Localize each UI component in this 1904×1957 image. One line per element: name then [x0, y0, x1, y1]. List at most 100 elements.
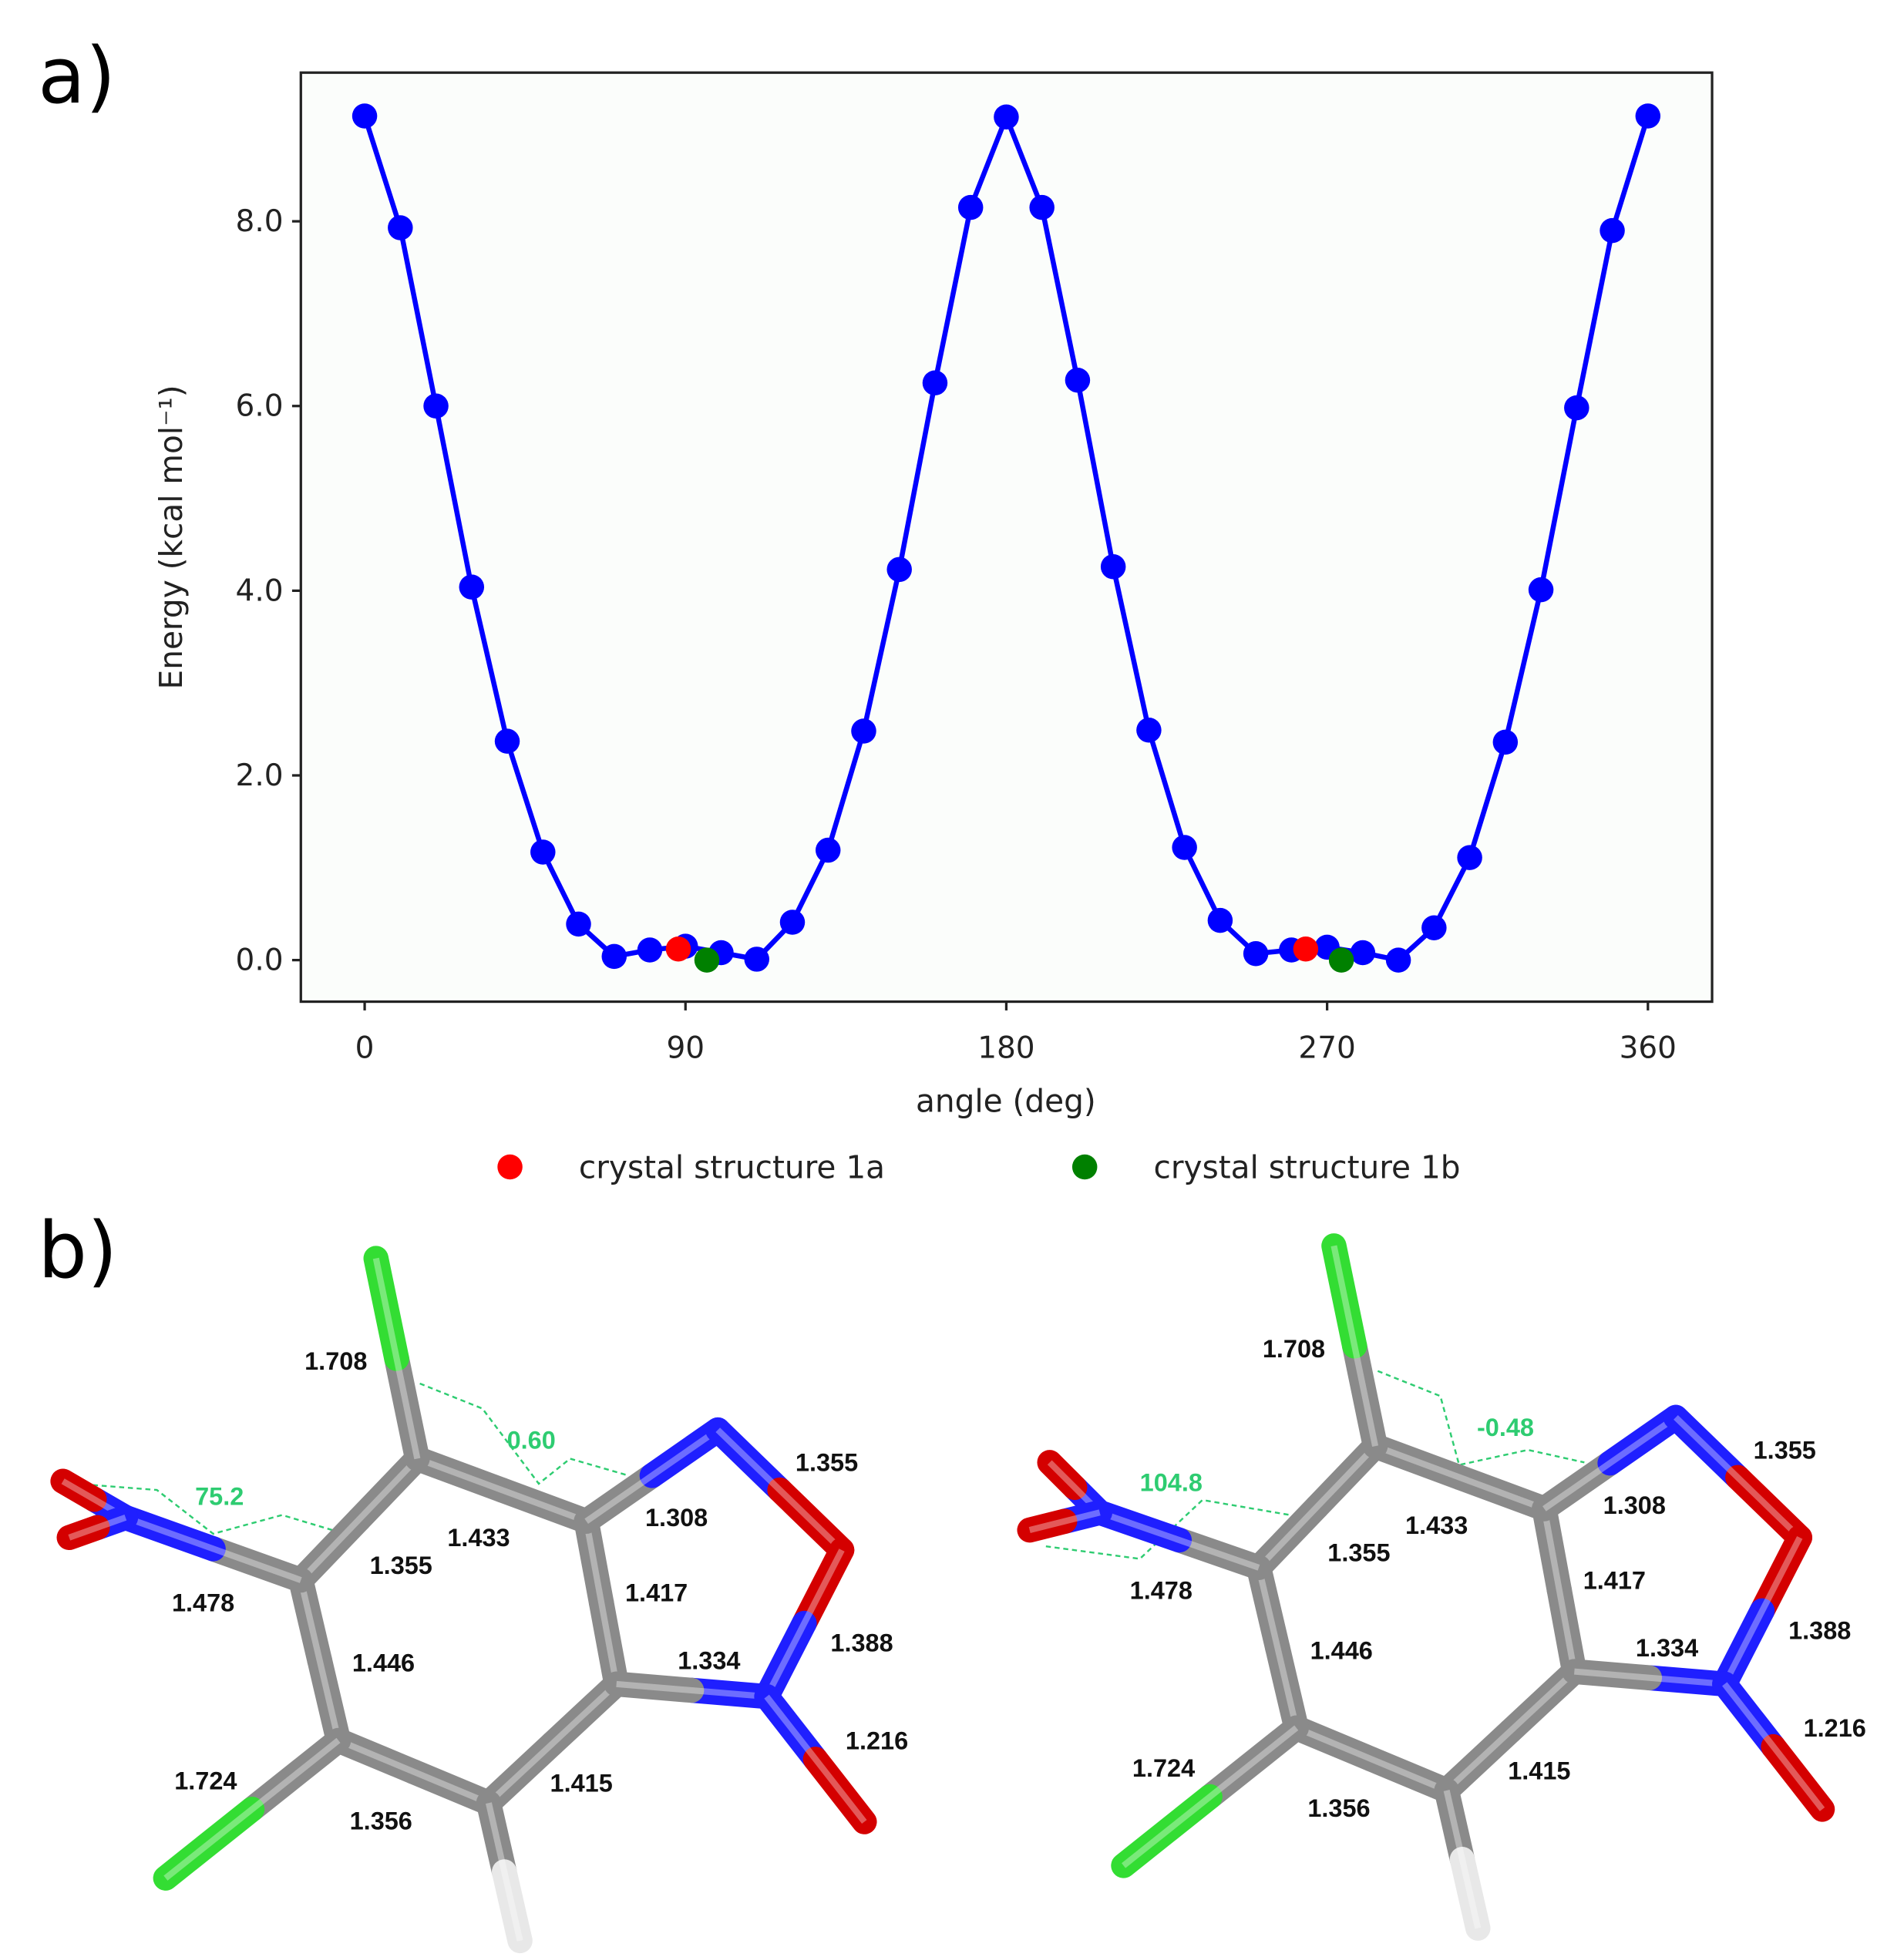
angle-guide: [1045, 1498, 1290, 1560]
legend-label: crystal structure 1b: [1154, 1149, 1461, 1186]
data-point: [1635, 103, 1661, 129]
data-point: [1528, 577, 1554, 603]
bond-half: [401, 1759, 502, 1816]
panel-label: b): [38, 1205, 117, 1296]
bond-length-label: 1.708: [1263, 1335, 1325, 1363]
bond-half: [1546, 1577, 1587, 1684]
bond-shine: [1542, 1414, 1678, 1511]
molecule: 1.708 1.355 1.355 1.433 1.308 1.417 1.478 1.446…: [1017, 1233, 1866, 1941]
bond-length-label: 1.356: [1307, 1794, 1370, 1822]
bond-half: [802, 1747, 877, 1834]
bond-shine: [1028, 1509, 1101, 1534]
y-tick-label: 6.0: [236, 389, 284, 424]
bond-length-label: 1.355: [370, 1552, 432, 1579]
bond-half: [1037, 1450, 1088, 1501]
data-point: [744, 947, 769, 972]
bond-length-label: 1.417: [1583, 1566, 1646, 1594]
data-point: [1457, 845, 1482, 870]
data-point: [530, 839, 556, 865]
bond-shine: [372, 1257, 421, 1460]
bond-half: [792, 1537, 855, 1636]
bond-shine: [1541, 1508, 1578, 1673]
legend-label: crystal structure 1a: [579, 1149, 885, 1186]
bond-length-label: 1.308: [1603, 1491, 1666, 1519]
data-point: [1065, 367, 1091, 393]
bond-shine: [298, 1456, 420, 1582]
bond-length-label: 1.334: [678, 1646, 740, 1674]
bond-half: [489, 1477, 599, 1534]
angle-guide: [1377, 1370, 1585, 1467]
bond-half: [574, 1508, 614, 1616]
bond-half: [588, 1590, 629, 1697]
bond-half: [1761, 1733, 1835, 1822]
bond-length-label: 1.478: [172, 1589, 234, 1617]
x-tick-label: 0: [355, 1031, 375, 1066]
bond-shine: [1374, 1443, 1546, 1512]
bond-length-label: 1.446: [1310, 1636, 1373, 1664]
data-point: [1385, 947, 1411, 973]
data-point: [637, 937, 663, 963]
bond-length-label: 1.216: [846, 1727, 908, 1754]
data-point: [1600, 217, 1625, 244]
bond-length-label: 1.415: [550, 1770, 613, 1797]
bond-shine: [1721, 1535, 1803, 1686]
bond-half: [405, 1446, 515, 1503]
bond-half: [288, 1507, 372, 1593]
bond-length-label: 1.308: [645, 1504, 708, 1532]
bond-half: [754, 1683, 829, 1772]
panel-label: a): [38, 31, 116, 121]
bond-half: [754, 1610, 817, 1710]
bond-shine: [1443, 1790, 1482, 1929]
bond-half: [767, 1477, 855, 1563]
bond-half: [1017, 1508, 1078, 1543]
angle-label: -0.48: [1477, 1414, 1534, 1441]
bond-shine: [1330, 1245, 1379, 1448]
data-point: [694, 947, 720, 973]
bond-half: [1283, 1715, 1384, 1772]
bond-shine: [1295, 1724, 1448, 1794]
angle-guide: [75, 1482, 333, 1535]
legend-marker: [1071, 1154, 1098, 1180]
bond-shine: [415, 1455, 588, 1525]
bond-half: [384, 1346, 430, 1471]
bond-shine: [1722, 1682, 1825, 1811]
bond-length-label: 1.478: [1130, 1576, 1193, 1604]
bond-half: [1498, 1659, 1587, 1744]
bond-half: [1449, 1847, 1491, 1941]
bond-half: [1663, 1404, 1751, 1491]
angle-label: 104.8: [1140, 1469, 1203, 1497]
data-point: [1243, 941, 1269, 967]
bond-shine: [616, 1680, 767, 1700]
data-point: [851, 718, 876, 744]
data-point: [886, 557, 912, 583]
bond-shine: [763, 1548, 845, 1698]
bond-half: [1597, 1404, 1689, 1476]
bond-half: [288, 1567, 332, 1673]
bond-half: [604, 1671, 705, 1703]
data-point: [423, 393, 449, 419]
bond-half: [1342, 1333, 1388, 1459]
bond-half: [200, 1536, 314, 1593]
data-point: [352, 103, 378, 129]
data-point: [1350, 940, 1376, 966]
bond-half: [239, 1727, 352, 1822]
bond-half: [1532, 1450, 1623, 1522]
bond-half: [113, 1505, 226, 1562]
bond-length-label: 1.708: [304, 1347, 367, 1375]
bond-shine: [584, 1427, 720, 1525]
bond-shine: [583, 1520, 620, 1685]
bond-half: [574, 1463, 665, 1534]
bond-shine: [1098, 1509, 1260, 1571]
bond-shine: [715, 1427, 844, 1552]
data-point: [1029, 194, 1055, 220]
bond-half: [325, 1727, 426, 1784]
bond-length-label: 1.433: [447, 1524, 510, 1552]
bond-length-label: 1.433: [1405, 1511, 1468, 1539]
data-point: [494, 728, 520, 754]
bond-length-label: 1.388: [830, 1629, 893, 1657]
bond-half: [1532, 1496, 1573, 1603]
bond-half: [346, 1446, 430, 1532]
bond-shine: [1256, 1444, 1378, 1570]
